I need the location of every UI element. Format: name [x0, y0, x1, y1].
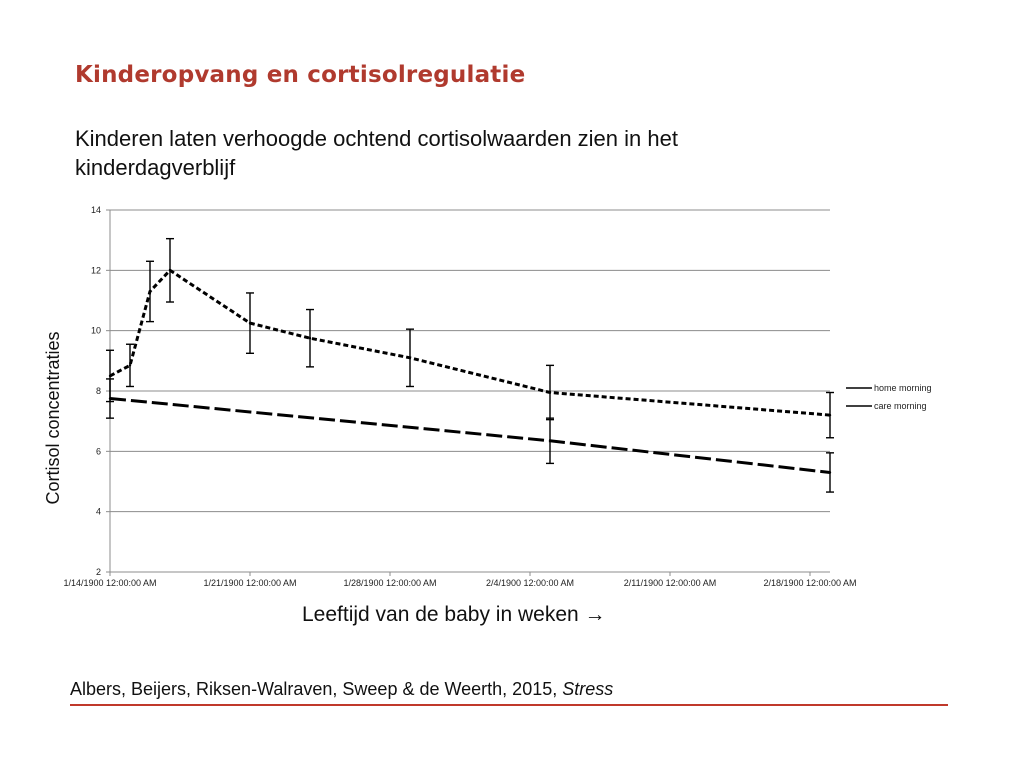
citation-journal: Stress — [562, 679, 614, 699]
legend-label-home-morning: home morning — [874, 383, 932, 393]
x-axis-label-text: Leeftijd van de baby in weken — [302, 603, 579, 626]
slide-title: Kinderopvang en cortisolregulatie — [75, 62, 526, 88]
x-tick-label: 1/28/1900 12:00:00 AM — [343, 578, 436, 588]
legend-label-care-morning: care morning — [874, 401, 927, 411]
citation: Albers, Beijers, Riksen-Walraven, Sweep … — [70, 679, 613, 700]
data-point — [248, 321, 252, 325]
slide-subtitle: Kinderen laten verhoogde ochtend cortiso… — [75, 126, 678, 180]
data-point — [548, 391, 552, 394]
y-tick-label: 4 — [96, 507, 101, 517]
x-tick-label: 2/11/1900 12:00:00 AM — [624, 578, 716, 588]
series-line-care-morning — [109, 268, 831, 417]
series-line-home-morning — [109, 397, 831, 474]
y-tick-label: 6 — [96, 446, 101, 456]
y-tick-label: 12 — [91, 265, 101, 275]
y-axis-label: Cortisol concentraties — [43, 331, 63, 505]
data-point — [548, 439, 552, 442]
y-tick-label: 14 — [91, 205, 101, 215]
data-point — [108, 374, 112, 378]
data-point — [148, 290, 152, 293]
x-tick-label: 2/4/1900 12:00:00 AM — [486, 578, 574, 588]
x-tick-label: 1/21/1900 12:00:00 AM — [203, 578, 296, 588]
data-point — [168, 269, 172, 272]
data-point — [828, 413, 832, 417]
arrow-right-icon: → — [584, 603, 606, 626]
y-tick-label: 8 — [96, 386, 101, 396]
x-tick-label: 1/14/1900 12:00:00 AM — [63, 578, 156, 588]
data-point — [128, 364, 132, 367]
data-point — [408, 356, 412, 360]
citation-authors: Albers, Beijers, Riksen-Walraven, Sweep … — [70, 679, 563, 699]
x-axis-label: Leeftijd van de baby in weken → — [302, 603, 606, 627]
data-point — [308, 337, 312, 340]
citation-divider — [70, 704, 948, 706]
y-tick-label: 2 — [96, 567, 101, 577]
x-tick-label: 2/18/1900 12:00:00 AM — [763, 578, 856, 588]
data-point — [828, 471, 832, 474]
y-tick-label: 10 — [91, 326, 101, 336]
